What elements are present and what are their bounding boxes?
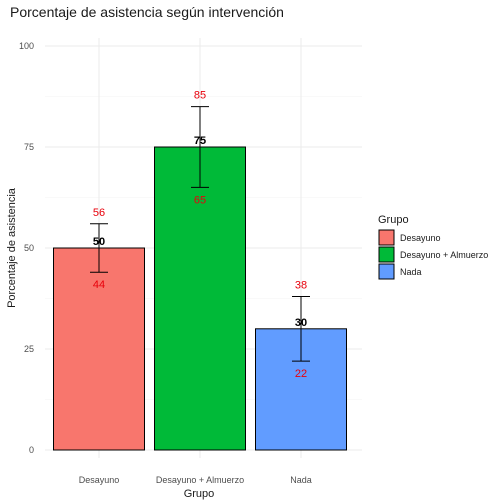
legend-entry-label: Nada (400, 267, 422, 277)
bar (53, 247, 145, 451)
x-tick-label: Desayuno (79, 475, 120, 485)
legend-swatch (378, 263, 395, 280)
x-axis-ticks: Desayuno Desayuno + Almuerzo Nada (79, 475, 312, 485)
legend: Grupo Desayuno Desayuno + Almuerzo Nada (378, 214, 488, 280)
bars-layer (53, 146, 347, 451)
x-tick-label: Nada (290, 475, 312, 485)
upper-bound-label: 56 (93, 207, 105, 219)
lower-bound-label: 44 (93, 279, 105, 291)
legend-swatch (378, 229, 395, 246)
legend-entry-label: Desayuno (400, 233, 441, 243)
y-tick-label: 25 (24, 344, 34, 354)
labels-layer: 50 56 44 75 85 65 30 38 22 (93, 90, 307, 381)
x-axis-title: Grupo (184, 488, 215, 500)
y-axis-title: Porcentaje de asistencia (6, 187, 18, 308)
bar-value-label: 50 (93, 236, 105, 248)
x-tick-label: Desayuno + Almuerzo (156, 475, 244, 485)
y-tick-label: 75 (24, 142, 34, 152)
lower-bound-label: 22 (295, 368, 307, 380)
lower-bound-label: 65 (194, 194, 206, 206)
upper-bound-label: 38 (295, 279, 307, 291)
errorbars-layer (90, 106, 310, 362)
upper-bound-label: 85 (194, 90, 206, 102)
y-tick-label: 50 (24, 243, 34, 253)
legend-swatch (378, 246, 395, 263)
legend-entry-label: Desayuno + Almuerzo (400, 250, 488, 260)
legend-title: Grupo (378, 214, 409, 226)
y-axis-ticks: 0 25 50 75 100 (19, 41, 34, 455)
bar-value-label: 30 (295, 317, 307, 329)
bar (154, 146, 246, 451)
y-tick-label: 100 (19, 41, 34, 51)
chart-title: Porcentaje de asistencia según intervenc… (10, 4, 284, 20)
y-tick-label: 0 (29, 445, 34, 455)
bar-value-label: 75 (194, 135, 206, 147)
